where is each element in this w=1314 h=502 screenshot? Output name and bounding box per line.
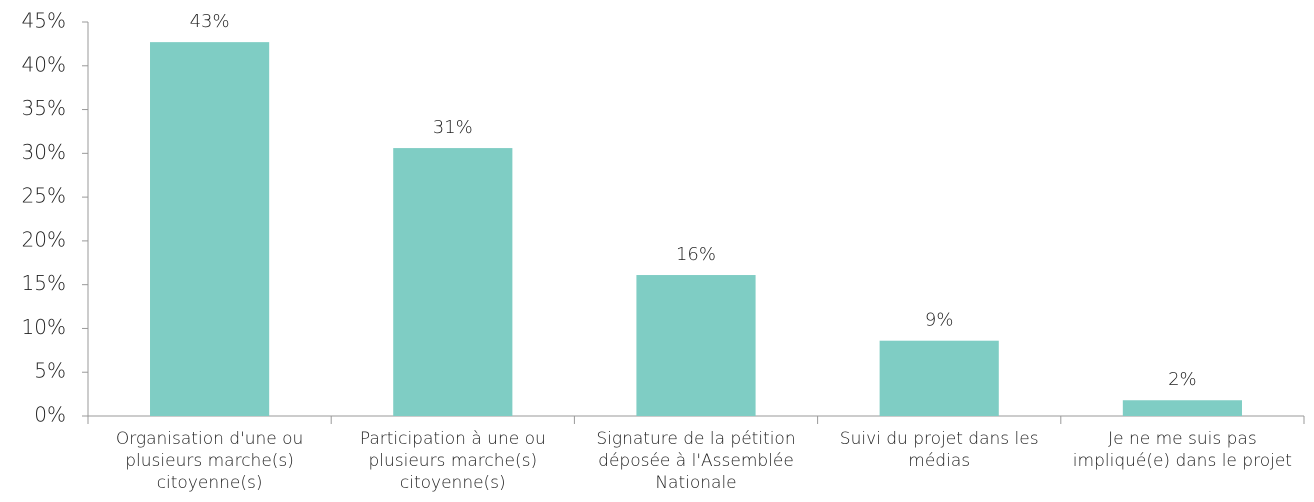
value-label: 2%	[1168, 369, 1197, 390]
y-tick-label: 45%	[22, 9, 66, 33]
y-tick-label: 10%	[22, 315, 66, 339]
x-tick-label: Je ne me suis pas impliqué(e) dans le pr…	[1072, 429, 1292, 471]
bar	[636, 275, 756, 416]
value-label: 31%	[433, 117, 473, 138]
value-label: 9%	[925, 310, 954, 331]
x-tick-label: Participation à une ou plusieurs marche(…	[359, 429, 546, 493]
y-tick-label: 0%	[34, 403, 66, 427]
y-tick-label: 35%	[22, 96, 66, 120]
x-tick-label: Organisation d'une ou plusieurs marche(s…	[115, 429, 304, 493]
y-tick-label: 15%	[22, 271, 66, 295]
y-tick-label: 20%	[22, 227, 66, 251]
value-label: 43%	[190, 11, 230, 32]
x-tick-label: Signature de la pétition déposée à l'Ass…	[596, 429, 796, 493]
y-tick-label: 40%	[22, 52, 66, 76]
bar	[150, 42, 270, 416]
bar	[879, 340, 999, 416]
bar	[1122, 400, 1242, 416]
bar	[393, 148, 513, 416]
value-label: 16%	[676, 244, 716, 265]
y-tick-label: 5%	[34, 359, 66, 383]
y-tick-label: 30%	[22, 140, 66, 164]
x-tick-label: Suivi du projet dans les médias	[839, 429, 1039, 471]
y-tick-label: 25%	[22, 184, 66, 208]
